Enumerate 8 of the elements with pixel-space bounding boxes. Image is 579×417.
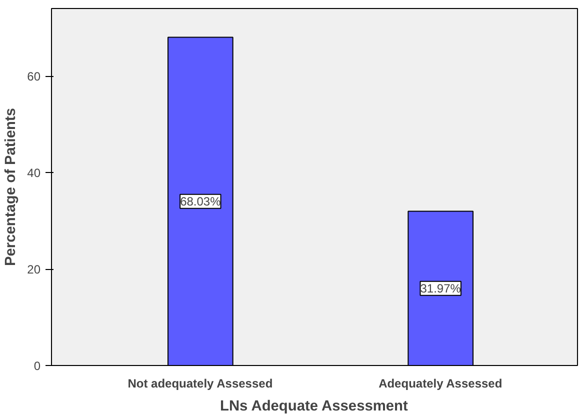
y-tick-label: 40 <box>27 166 41 180</box>
x-tick-label: Adequately Assessed <box>378 376 502 390</box>
y-axis-title: Percentage of Patients <box>3 108 20 266</box>
y-tick-label: 60 <box>27 70 41 84</box>
x-tick-label: Not adequately Assessed <box>128 376 273 390</box>
y-tick-label: 20 <box>27 262 41 277</box>
x-axis-title: LNs Adequate Assessment <box>220 398 408 414</box>
y-tick-label: 0 <box>34 359 41 373</box>
